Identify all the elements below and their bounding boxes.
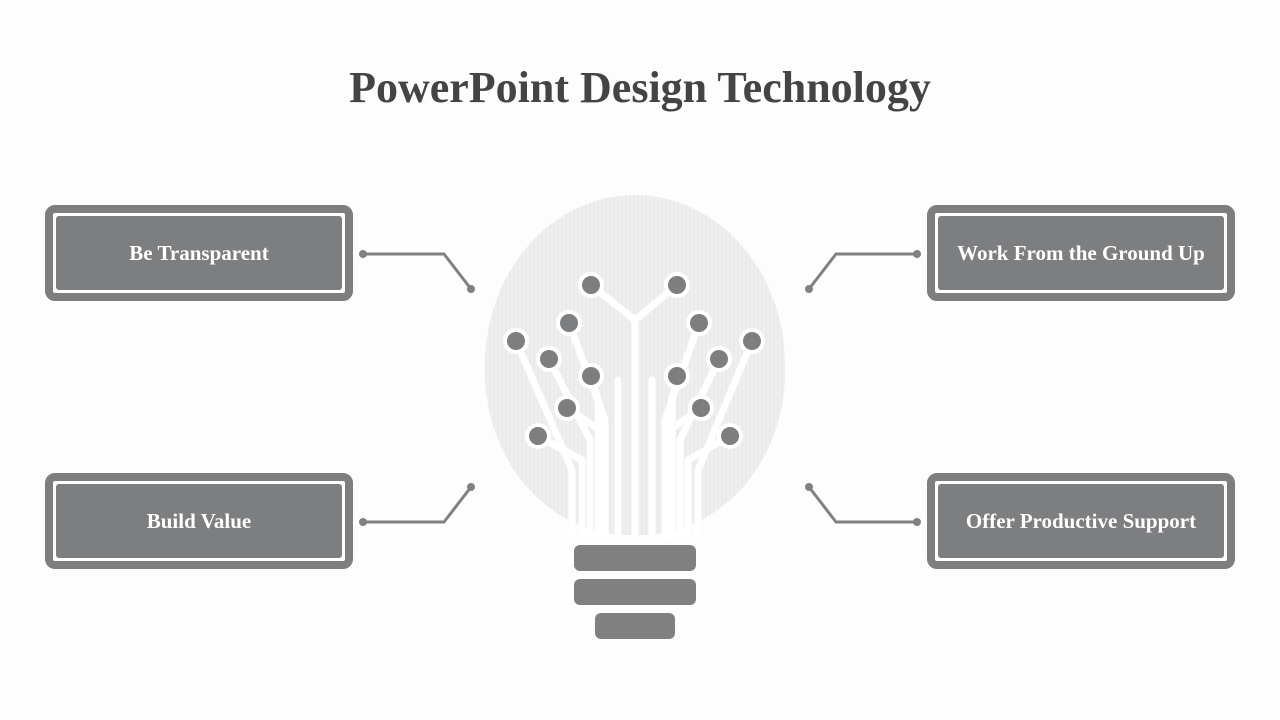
circuit-node: [503, 328, 529, 354]
circuit-node: [664, 272, 690, 298]
circuit-node: [536, 346, 562, 372]
circuit-node: [578, 363, 604, 389]
circuit-node: [578, 272, 604, 298]
circuit-node: [688, 395, 714, 421]
circuit-node: [717, 423, 743, 449]
circuit-node: [556, 310, 582, 336]
circuit-node: [706, 346, 732, 372]
circuit-traces: [0, 0, 1280, 720]
circuit-node: [686, 310, 712, 336]
circuit-node: [554, 395, 580, 421]
circuit-node: [739, 328, 765, 354]
circuit-node: [525, 423, 551, 449]
circuit-node: [664, 363, 690, 389]
